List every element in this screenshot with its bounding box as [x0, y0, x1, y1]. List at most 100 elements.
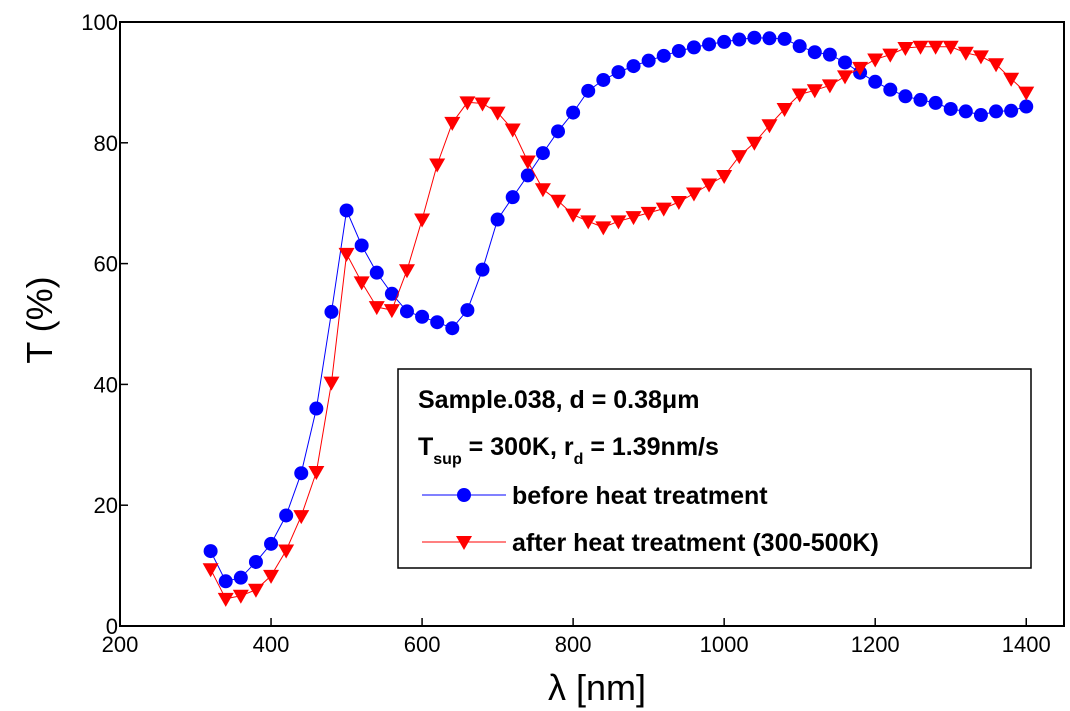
series-layer [202, 30, 1035, 607]
series-1-point [445, 321, 460, 336]
series-2-point [912, 40, 929, 55]
series-1-point [671, 43, 686, 58]
legend-line-2-t-sub: sup [433, 451, 462, 468]
x-tick-label: 1200 [851, 632, 900, 657]
series-1-point [566, 105, 581, 120]
series-2-point [731, 150, 748, 165]
y-tick-label: 40 [94, 372, 118, 397]
series-2-point [716, 170, 733, 185]
y-tick-label: 60 [94, 252, 118, 277]
x-tick-label: 1000 [700, 632, 749, 657]
series-2-point [685, 187, 702, 202]
y-axis-ticks: 0 20 40 60 80 100 [81, 10, 128, 639]
series-1-point [989, 104, 1004, 119]
series-2-point [474, 97, 491, 112]
series-2-point [821, 79, 838, 94]
legend-series-1-marker [457, 488, 471, 502]
series-2-point [202, 563, 219, 578]
series-2-point [550, 194, 567, 209]
series-1-point [581, 83, 596, 98]
legend-series-2-label: after heat treatment (300-500K) [512, 529, 879, 557]
series-1-point [626, 59, 641, 74]
series-1-point [248, 554, 263, 569]
series-2-point [927, 40, 944, 55]
series-2-point [217, 592, 234, 607]
series-1-point [868, 74, 883, 89]
series-1-point [732, 32, 747, 47]
series-2-point [1018, 86, 1035, 101]
y-axis-title: T (%) [19, 276, 60, 363]
series-2-point [640, 206, 657, 221]
y-tick-label: 0 [106, 614, 118, 639]
series-2-point [308, 465, 325, 480]
legend-line-1: Sample.038, d = 0.38μm [418, 386, 699, 414]
x-axis-ticks: 200 400 600 800 1000 1200 1400 [102, 618, 1051, 657]
series-2-point [882, 48, 899, 63]
y-tick-label: 100 [81, 10, 118, 35]
series-2-point [988, 58, 1005, 73]
series-1-point [384, 286, 399, 301]
series-1-point [596, 72, 611, 87]
legend-line-2: Tsup = 300K, rd = 1.39nm/s [418, 433, 719, 468]
series-2-point [942, 40, 959, 55]
series-1-point [279, 508, 294, 523]
x-tick-label: 400 [253, 632, 290, 657]
series-1-point [535, 146, 550, 161]
plot-frame [119, 21, 1065, 627]
series-1-point [430, 315, 445, 330]
series-2-point [489, 106, 506, 121]
legend-box [397, 368, 1032, 569]
series-2-point [867, 53, 884, 68]
x-axis-title: λ [nm] [548, 667, 646, 708]
series-1-point [218, 574, 233, 589]
series-2-point [398, 264, 415, 279]
series-2-point [278, 544, 295, 559]
legend-line-2-end: = 1.39nm/s [583, 433, 719, 461]
series-1-point [898, 89, 913, 104]
series-1-point [762, 31, 777, 46]
series-1-point [702, 37, 717, 52]
series-1-point [475, 262, 490, 277]
legend: Sample.038, d = 0.38μm Tsup = 300K, rd =… [397, 368, 1032, 569]
legend-line-2-mid: = 300K, r [462, 433, 574, 461]
series-2-point [610, 215, 627, 230]
series-2-point [504, 123, 521, 138]
x-tick-label: 200 [102, 632, 139, 657]
series-2-point [459, 96, 476, 111]
series-2-point [353, 276, 370, 291]
series-1-point [958, 104, 973, 119]
series-2-point [429, 158, 446, 173]
series-1-point [822, 47, 837, 62]
series-1-point [520, 168, 535, 183]
series-2-point [595, 221, 612, 236]
series-1-point [656, 48, 671, 63]
series-1-point [415, 309, 430, 324]
series-2-point [444, 116, 461, 131]
series-2-point [761, 119, 778, 134]
series-1-point [777, 31, 792, 46]
series-1-point [717, 34, 732, 49]
y-tick-label: 80 [94, 131, 118, 156]
series-1-point [611, 65, 626, 80]
series-1-point [369, 265, 384, 280]
series-1-point [883, 82, 898, 97]
series-2-point [293, 510, 310, 525]
series-2-point [897, 41, 914, 56]
series-1-point [973, 108, 988, 123]
series-2-point [655, 202, 672, 217]
legend-line-2-t: T [418, 433, 433, 461]
series-2-point [232, 589, 249, 604]
series-2-point [368, 301, 385, 316]
series-1-point [294, 466, 309, 481]
x-tick-label: 1400 [1002, 632, 1051, 657]
series-1-point [354, 238, 369, 253]
series-2-point [519, 155, 536, 170]
series-1-point [399, 304, 414, 319]
series-2-point [791, 88, 808, 103]
series-1-point [928, 95, 943, 110]
series-1-point [264, 536, 279, 551]
series-2-point [323, 376, 340, 391]
series-1-point [309, 401, 324, 416]
series-1-point [1019, 99, 1034, 114]
